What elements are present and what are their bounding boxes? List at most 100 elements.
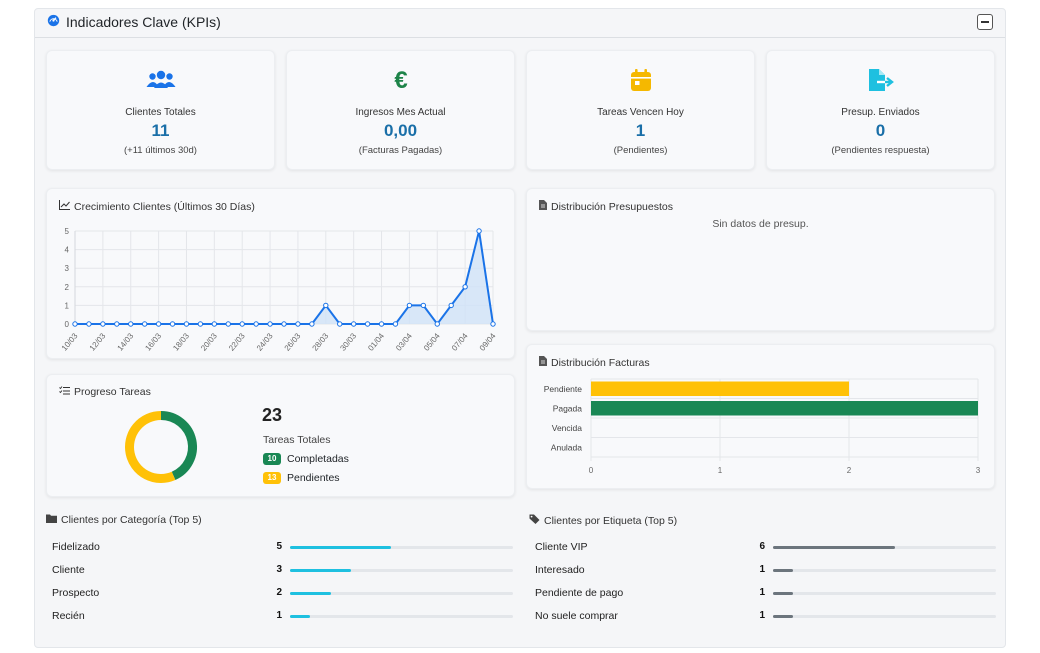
task-legend-completed: 10 Completadas <box>263 453 349 465</box>
item-name: Recién <box>52 610 85 622</box>
clients-by-tag: Clientes por Etiqueta (Top 5) Cliente VI… <box>529 514 996 634</box>
growth-point[interactable] <box>406 302 413 309</box>
growth-point[interactable] <box>476 228 482 234</box>
kpi-subtext: (Pendientes) <box>613 145 668 156</box>
invoice-chart-title: Distribución Facturas <box>551 356 650 369</box>
progress-track <box>773 615 996 618</box>
list-item: Prospecto 2 <box>52 584 513 604</box>
y-tick-label: 0 <box>65 320 70 329</box>
invoice-bar[interactable] <box>591 401 978 416</box>
x-tick-label: 2 <box>847 466 852 475</box>
growth-chart-card: Crecimiento Clientes (Últimos 30 Días) 0… <box>46 188 515 359</box>
x-tick-label: 1 <box>718 466 723 475</box>
kpi-label: Presup. Enviados <box>841 107 920 118</box>
growth-point[interactable] <box>350 321 357 327</box>
task-progress-card: Progreso Tareas 23 Tareas Totales 10 Com… <box>46 374 515 497</box>
x-tick-label: 01/04 <box>366 331 386 353</box>
growth-point[interactable] <box>239 321 245 327</box>
list-item: Cliente VIP 6 <box>535 538 996 558</box>
growth-point[interactable] <box>434 321 440 327</box>
growth-point[interactable] <box>197 321 204 327</box>
item-name: No suele comprar <box>535 610 618 622</box>
list-item: Pendiente de pago 1 <box>535 584 996 604</box>
growth-point[interactable] <box>490 321 496 327</box>
growth-point[interactable] <box>72 321 78 327</box>
x-tick-label: 26/03 <box>283 331 303 353</box>
kpi-value: 1 <box>635 121 646 140</box>
progress-fill <box>290 592 331 595</box>
invoice-bar[interactable] <box>591 381 849 397</box>
item-name: Cliente <box>52 564 85 576</box>
category-label: Vencida <box>552 423 583 433</box>
list-item: Fidelizado 5 <box>52 538 513 558</box>
x-tick-label: 10/03 <box>60 331 80 353</box>
completed-count-badge: 10 <box>263 453 281 465</box>
completed-label: Completadas <box>287 453 349 465</box>
task-progress-title: Progreso Tareas <box>74 386 151 398</box>
growth-point[interactable] <box>378 321 385 327</box>
growth-point[interactable] <box>86 321 92 327</box>
growth-point[interactable] <box>267 321 273 327</box>
list-item: Interesado 1 <box>535 561 996 581</box>
growth-point[interactable] <box>281 321 287 327</box>
item-name: Cliente VIP <box>535 541 588 553</box>
growth-point[interactable] <box>364 321 371 327</box>
x-tick-label: 07/04 <box>450 331 470 353</box>
progress-track <box>773 569 996 572</box>
growth-point[interactable] <box>309 321 315 327</box>
growth-point[interactable] <box>337 321 343 327</box>
growth-point[interactable] <box>295 321 301 327</box>
growth-point[interactable] <box>448 302 454 309</box>
task-legend-pending: 13 Pendientes <box>263 472 340 484</box>
growth-point[interactable] <box>183 321 190 327</box>
category-label: Pendiente <box>544 384 583 394</box>
tags-icon <box>529 514 540 527</box>
item-count: 1 <box>759 587 765 598</box>
progress-fill <box>773 592 794 595</box>
item-count: 1 <box>276 610 282 621</box>
chart-line-icon <box>59 200 70 213</box>
growth-point[interactable] <box>169 321 176 327</box>
x-tick-label: 03/04 <box>394 331 414 353</box>
growth-point[interactable] <box>462 284 468 290</box>
growth-point[interactable] <box>155 321 162 327</box>
y-tick-label: 3 <box>65 264 70 273</box>
donut-slice[interactable] <box>125 411 176 483</box>
growth-point[interactable] <box>225 321 231 327</box>
growth-point[interactable] <box>420 302 427 309</box>
growth-point[interactable] <box>100 321 106 327</box>
progress-track <box>773 592 996 595</box>
tag-section-title: Clientes por Etiqueta (Top 5) <box>544 514 678 527</box>
kpi-value: 0,00 <box>383 121 418 140</box>
x-tick-label: 20/03 <box>199 331 219 353</box>
growth-point[interactable] <box>141 321 148 327</box>
progress-track <box>290 615 513 618</box>
kpi-value: 11 <box>151 121 170 140</box>
euro-icon: € <box>386 67 416 93</box>
invoice-distribution-card: Distribución Facturas 0 1 2 3 Pendiente Pagad… <box>526 344 995 489</box>
x-tick-label: 3 <box>976 466 981 475</box>
list-item: Cliente 3 <box>52 561 513 581</box>
growth-point[interactable] <box>211 321 218 327</box>
item-count: 1 <box>759 610 765 621</box>
invoice-chart: 0 1 2 3 Pendiente Pagada Vencida Anulada <box>544 378 981 475</box>
clients-by-category: Clientes por Categoría (Top 5) Fidelizad… <box>46 514 513 634</box>
item-count: 5 <box>276 541 282 552</box>
donut-slice[interactable] <box>160 411 197 481</box>
growth-point[interactable] <box>128 321 134 327</box>
progress-fill <box>290 615 311 618</box>
progress-fill <box>290 569 351 572</box>
growth-chart-title: Crecimiento Clientes (Últimos 30 Días) <box>74 200 255 213</box>
growth-point[interactable] <box>253 321 259 327</box>
x-tick-label: 22/03 <box>227 331 247 353</box>
growth-point[interactable] <box>323 302 329 309</box>
growth-point[interactable] <box>114 321 120 327</box>
collapse-button[interactable] <box>977 14 993 30</box>
tasks-list-icon <box>59 386 70 398</box>
kpi-label: Ingresos Mes Actual <box>355 107 446 118</box>
growth-point[interactable] <box>392 321 399 327</box>
kpi-panel: Indicadores Clave (KPIs) Clientes Totale… <box>34 8 1006 648</box>
task-total: 23 <box>262 405 283 425</box>
budget-empty-message: Sin datos de presup. <box>712 218 809 230</box>
folder-icon <box>46 514 57 526</box>
